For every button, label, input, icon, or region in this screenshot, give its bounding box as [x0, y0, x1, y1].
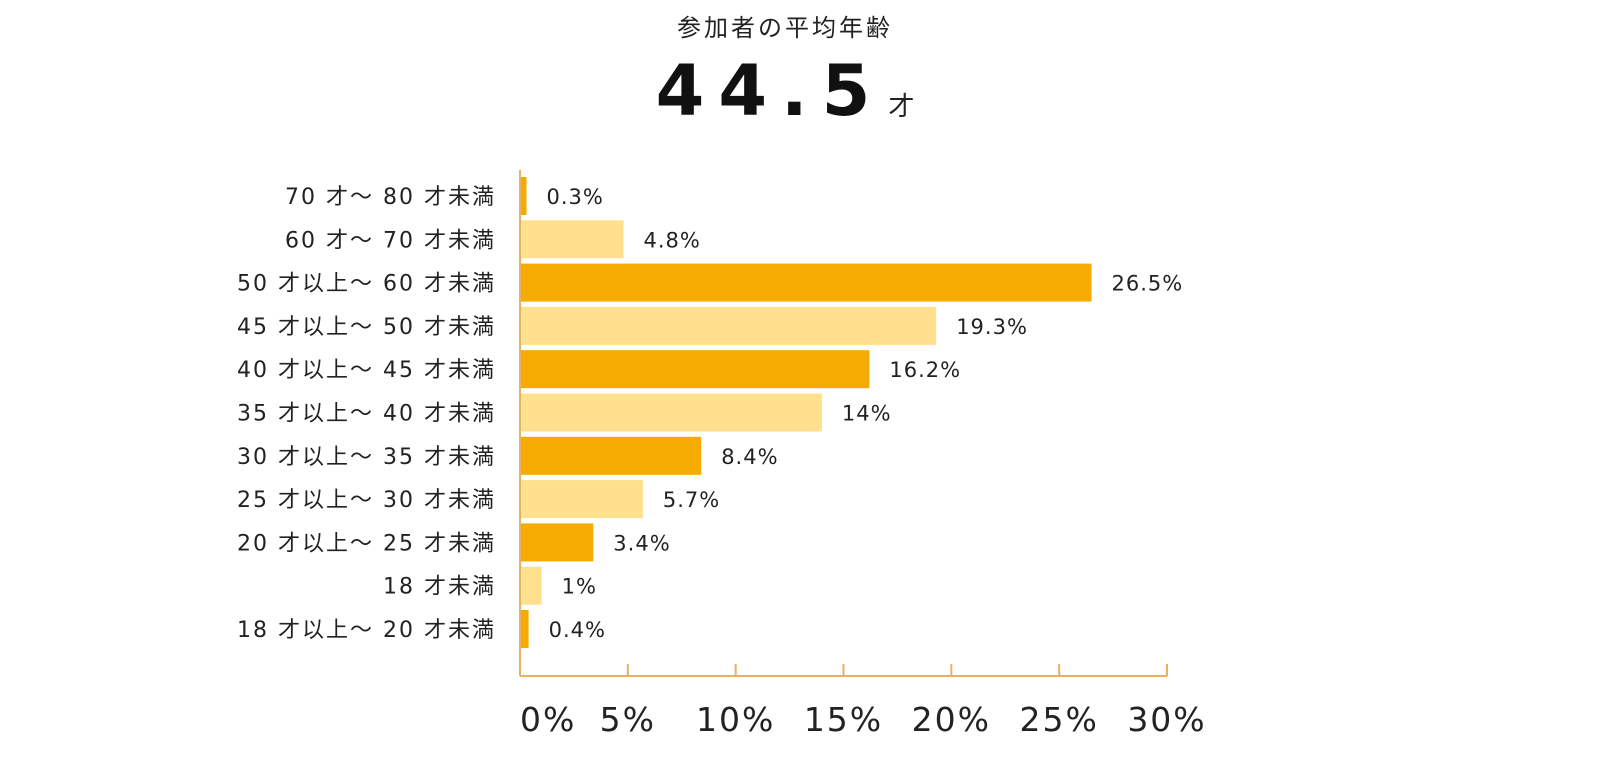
bar-10	[520, 610, 529, 648]
average-age-display: 44.5 才	[0, 50, 1570, 132]
bar-6	[520, 436, 702, 475]
value-label: 16.2%	[889, 358, 961, 382]
x-tick-label: 15%	[804, 700, 883, 739]
bar-2	[520, 263, 1092, 302]
bar-9	[520, 566, 542, 605]
value-label: 19.3%	[956, 315, 1028, 339]
chart-title: 参加者の平均年齢	[677, 14, 893, 42]
x-tick-label: 30%	[1127, 700, 1206, 739]
bar-8	[520, 523, 594, 562]
x-tick-label: 5%	[600, 700, 656, 739]
x-tick-label: 10%	[696, 700, 775, 739]
category-label: 20 才以上～ 25 才未満	[237, 531, 496, 556]
value-label: 8.4%	[721, 445, 778, 469]
category-label: 70 才～ 80 才未満	[285, 185, 496, 210]
category-label: 35 才以上～ 40 才未満	[237, 402, 496, 427]
value-label: 14%	[842, 402, 892, 426]
value-label: 0.4%	[549, 618, 606, 642]
bar-4	[520, 350, 870, 389]
category-label: 50 才以上～ 60 才未満	[237, 272, 496, 297]
value-label: 4.8%	[644, 228, 701, 252]
bar-5	[520, 393, 822, 432]
category-label: 18 才以上～ 20 才未満	[237, 618, 496, 643]
bar-0	[520, 177, 527, 215]
x-tick-label: 20%	[912, 700, 991, 739]
category-label: 25 才以上～ 30 才未満	[237, 488, 496, 513]
category-label: 30 才以上～ 35 才未満	[237, 445, 496, 470]
bar-3	[520, 306, 937, 345]
average-age-value: 44.5	[655, 50, 885, 132]
x-tick-label: 0%	[520, 700, 576, 739]
bar-7	[520, 480, 643, 519]
value-label: 26.5%	[1112, 272, 1184, 296]
value-label: 1%	[562, 575, 597, 599]
value-label: 5.7%	[663, 488, 720, 512]
average-age-unit: 才	[888, 92, 915, 122]
category-label: 40 才以上～ 45 才未満	[237, 358, 496, 383]
value-label: 3.4%	[613, 531, 670, 555]
bar-1	[520, 220, 624, 259]
category-label: 45 才以上～ 50 才未満	[237, 315, 496, 340]
category-label: 18 才未満	[383, 575, 496, 600]
value-label: 0.3%	[547, 185, 604, 209]
x-tick-label: 25%	[1020, 700, 1099, 739]
category-label: 60 才～ 70 才未満	[285, 228, 496, 253]
